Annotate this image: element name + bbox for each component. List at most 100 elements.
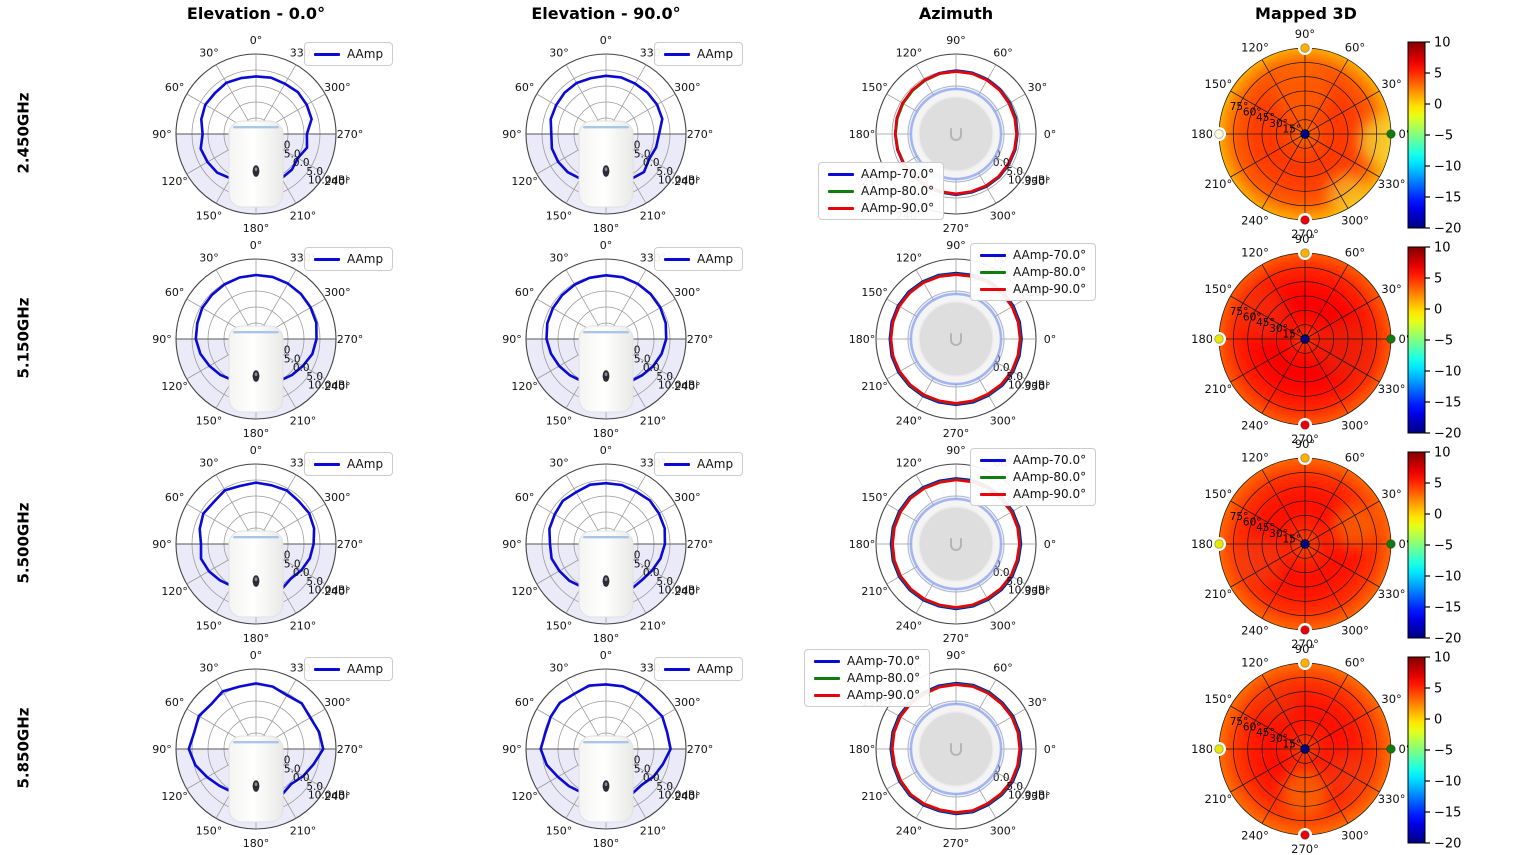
legend-label: AAmp-70.0° [847, 654, 921, 668]
radial-tick-label: 0.0 [993, 772, 1010, 784]
theta-tick-label: 330° [1024, 380, 1051, 393]
radial-tick-label: 5.0 [1006, 576, 1023, 588]
radial-tick-label: 5.0 [306, 371, 323, 383]
map-radial-label: 75° [1230, 511, 1249, 523]
elevation-90-plot: 0° 30° 60° 90° 120° 150° 180° 210° 240° 270° 300° 3… [398, 440, 748, 645]
legend-label: AAmp-90.0° [1013, 282, 1087, 296]
map-radial-label: 75° [1230, 306, 1249, 318]
azimuth-plot: 0°30°60°90°120°150°180°210°240°270°300°3… [748, 645, 1098, 850]
theta-tick-label: 180° [1191, 127, 1219, 141]
colorbar-gradient [1407, 451, 1426, 639]
theta-tick-label: 30° [549, 47, 569, 60]
theta-tick-label: 60° [993, 47, 1013, 60]
theta-tick-label: 60° [165, 696, 185, 709]
colorbar-tick-label: −15 [1434, 396, 1461, 411]
legend-item: AAmp [664, 457, 733, 471]
theta-tick-label: 0° [600, 444, 613, 457]
theta-tick-label: 330° [1024, 175, 1051, 188]
radial-tick-label: 0.0 [293, 772, 310, 784]
colorbar-tick-label: 5 [1434, 67, 1442, 82]
theta-tick-label: 210° [290, 209, 317, 222]
frequency-row: 2.450GHz 0° 30° 60° 90° 120° 150° 180° 210° 240° 2… [0, 27, 1536, 241]
device-camera-dot-highlight [254, 577, 258, 581]
theta-tick-label: 0° [1044, 128, 1057, 141]
theta-tick-label: 330° [1378, 177, 1406, 191]
theta-tick-label: 300° [990, 824, 1017, 837]
polar-grid-spoke [1230, 748, 1306, 793]
device-body [578, 530, 634, 618]
theta-tick-label: 240° [1241, 214, 1269, 228]
radial-tick-label: 5.0 [656, 576, 673, 588]
polar-grid-spoke [1230, 133, 1306, 178]
marker-dot [1300, 43, 1310, 53]
legend-item: AAmp [664, 252, 733, 266]
theta-tick-label: 180° [243, 632, 270, 645]
theta-tick-label: 60° [165, 286, 185, 299]
device-camera-dot-highlight [254, 167, 258, 171]
polar-grid-spoke [1304, 705, 1380, 750]
legend-line-swatch [814, 659, 840, 663]
theta-tick-label: 240° [896, 619, 923, 632]
theta-tick-label: 120° [1241, 655, 1269, 669]
mapped-3d-polar-heatmap: 0°30°60°90°120°150°180°210°240°270°300°3… [1191, 27, 1411, 241]
theta-tick-label: 150° [196, 209, 223, 222]
legend: AAmp [304, 657, 394, 681]
legend-item: AAmp-80.0° [980, 265, 1086, 279]
polar-grid-spoke [1304, 59, 1349, 135]
theta-tick-label: 30° [549, 252, 569, 265]
column-title-text: Azimuth [918, 4, 994, 23]
theta-tick-label: 240° [324, 585, 351, 598]
elevation-90-plot: 0° 30° 60° 90° 120° 150° 180° 210° 240° 270° 300° 3… [398, 30, 748, 235]
center-marker [1300, 334, 1310, 344]
legend: AAmp-70.0° AAmp-80.0° AAmp-90.0° [970, 243, 1097, 301]
colorbar-tick-label: −10 [1434, 570, 1461, 585]
radial-tick-label: 10.0dBi [1008, 790, 1048, 802]
marker-dot [1300, 453, 1310, 463]
colorbar-tick-label: 10 [1434, 651, 1451, 666]
legend-label: AAmp [697, 457, 734, 471]
device-image-side-view [228, 120, 284, 208]
radial-tick-label: 0.0 [643, 157, 660, 169]
legend-item: AAmp-80.0° [980, 470, 1086, 484]
device-image-side-view [228, 325, 284, 413]
device-image-side-view [228, 530, 284, 618]
radial-tick-label: 5.0 [656, 781, 673, 793]
colorbar: 10 5 0 −5 −10 −15 −20 [1407, 241, 1461, 442]
device-led-strip [233, 741, 279, 744]
map-radial-label: 60° [1243, 312, 1262, 324]
legend-item: AAmp-90.0° [980, 487, 1086, 501]
theta-tick-label: 270° [687, 128, 714, 141]
polar-grid-spoke [1261, 133, 1306, 209]
row-label-frequency: 5.500GHz [0, 440, 48, 645]
theta-tick-label: 270° [337, 128, 364, 141]
theta-tick-label: 300° [674, 491, 701, 504]
theta-tick-label: 180° [593, 632, 620, 645]
theta-tick-label: 0° [250, 34, 263, 47]
device-camera-dot-highlight [604, 577, 608, 581]
legend-line-swatch [980, 287, 1006, 291]
theta-tick-label: 30° [199, 662, 219, 675]
theta-tick-label: 240° [324, 380, 351, 393]
elevation-90-plot-svg: 0°30°60°90°120°150°180°210°240°270°300°3… [502, 649, 713, 850]
legend-line-swatch [980, 458, 1006, 462]
column-title-elevation-90: Elevation - 90.0° [398, 2, 748, 30]
theta-tick-label: 180° [849, 128, 876, 141]
theta-tick-label: 120° [511, 585, 538, 598]
radial-tick-label: 5.0 [1006, 781, 1023, 793]
theta-tick-label: 30° [199, 457, 219, 470]
radial-tick-label: 0.0 [293, 362, 310, 374]
device-image-side-view [578, 325, 634, 413]
colorbar-tick-label: 10 [1434, 446, 1451, 461]
legend-item: AAmp [314, 47, 383, 61]
radial-tick-label: 10.0dBi [658, 790, 698, 802]
theta-tick-label: 0° [1044, 743, 1057, 756]
legend-line-swatch [314, 257, 340, 261]
radial-tick-label: 10.0dBi [1008, 585, 1048, 597]
title-spacer [1398, 2, 1536, 30]
radial-tick-label: 5.0 [656, 166, 673, 178]
theta-tick-label: 150° [1205, 77, 1233, 91]
radial-tick-label: 5.0 [306, 576, 323, 588]
theta-tick-label: 90° [502, 128, 522, 141]
radial-tick-label: 5.0 [306, 166, 323, 178]
theta-tick-label: 120° [1241, 245, 1269, 259]
